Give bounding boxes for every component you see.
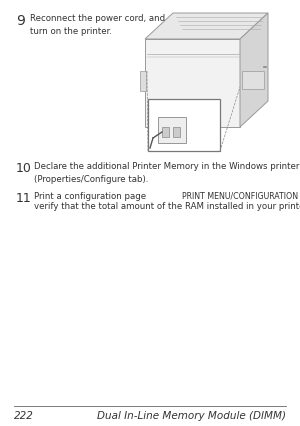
Bar xyxy=(173,128,180,138)
Polygon shape xyxy=(145,14,268,40)
Polygon shape xyxy=(240,14,268,128)
Text: PRINT MENU/CONFIGURATION PG: PRINT MENU/CONFIGURATION PG xyxy=(182,192,300,201)
Text: Reconnect the power cord, and
turn on the printer.: Reconnect the power cord, and turn on th… xyxy=(30,14,165,35)
Text: 11: 11 xyxy=(16,192,32,204)
Bar xyxy=(242,72,264,90)
Polygon shape xyxy=(145,40,240,128)
Text: Print a configuration page: Print a configuration page xyxy=(34,192,149,201)
Bar xyxy=(158,118,186,144)
Text: Declare the additional Printer Memory in the Windows printer driver
(Properties/: Declare the additional Printer Memory in… xyxy=(34,161,300,183)
Text: 10: 10 xyxy=(16,161,32,175)
Text: verify that the total amount of the RAM installed in your printer is listed.: verify that the total amount of the RAM … xyxy=(34,201,300,210)
Text: Dual In-Line Memory Module (DIMM): Dual In-Line Memory Module (DIMM) xyxy=(97,410,286,420)
Text: 222: 222 xyxy=(14,410,34,420)
Text: 9: 9 xyxy=(16,14,25,28)
Polygon shape xyxy=(140,72,146,92)
Bar xyxy=(162,128,169,138)
Bar xyxy=(148,100,220,152)
